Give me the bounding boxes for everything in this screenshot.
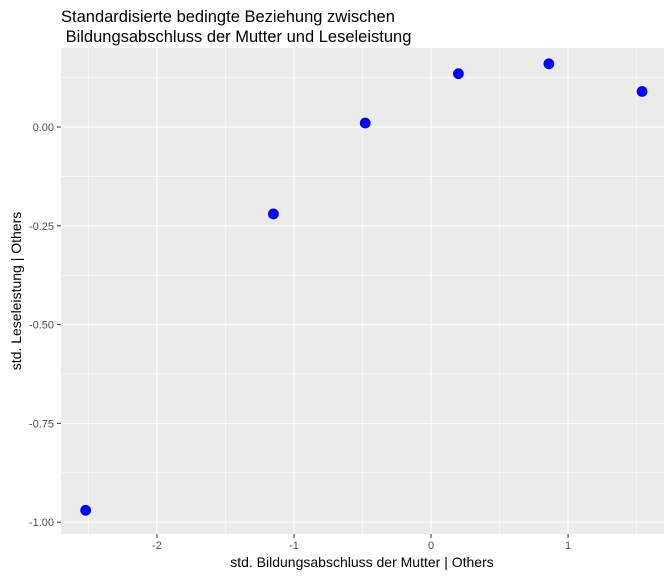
minor-gridlines: [61, 48, 664, 534]
chart-title: Standardisierte bedingte Beziehung zwisc…: [61, 7, 411, 47]
y-tick-label: -0.25: [29, 221, 54, 233]
data-point: [359, 117, 371, 129]
data-point: [543, 58, 555, 70]
y-tick-label: 0.00: [33, 122, 54, 134]
data-point: [453, 68, 464, 80]
chart-title-line-2: Bildungsabschluss der Mutter und Leselei…: [61, 28, 412, 46]
x-tick-label: -2: [152, 540, 162, 552]
y-axis-ticks: -1.00 -0.75 -0.50 -0.25 0.00: [29, 122, 61, 529]
x-tick-label: 1: [565, 540, 571, 552]
data-point: [268, 208, 279, 220]
data-point: [80, 504, 92, 516]
x-axis-ticks: -2 -1 0 1: [152, 534, 571, 552]
y-axis-title: std. Leseleistung | Others: [8, 212, 24, 371]
x-tick-label: -1: [289, 540, 299, 552]
x-axis-title: std. Bildungsabschluss der Mutter | Othe…: [230, 554, 494, 570]
chart-title-line-1: Standardisierte bedingte Beziehung zwisc…: [61, 8, 395, 26]
data-point: [636, 86, 648, 97]
y-tick-label: -0.75: [29, 418, 54, 430]
y-tick-label: -1.00: [29, 517, 54, 529]
data-points: [80, 58, 648, 516]
x-tick-label: 0: [428, 540, 434, 552]
y-tick-label: -0.50: [29, 320, 54, 332]
